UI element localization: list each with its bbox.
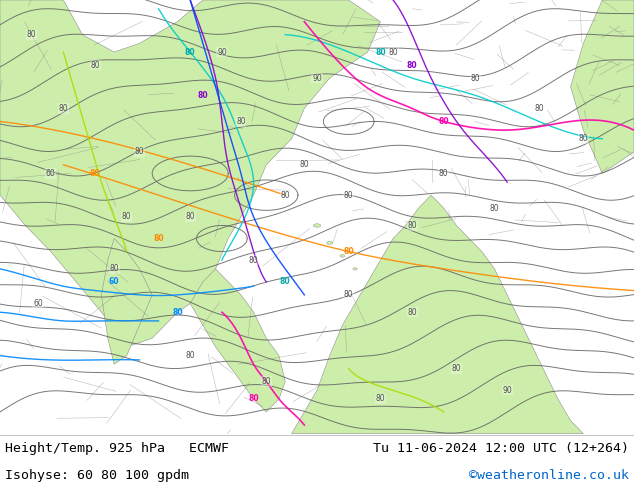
Text: 80: 80: [407, 308, 417, 317]
Text: 80: 80: [249, 394, 259, 403]
Text: 80: 80: [153, 234, 164, 243]
Polygon shape: [292, 195, 583, 434]
Text: 80: 80: [90, 169, 100, 178]
Text: 80: 80: [344, 291, 354, 299]
Text: 80: 80: [375, 394, 385, 403]
Text: 80: 80: [439, 117, 449, 126]
Text: 80: 80: [236, 117, 246, 126]
Text: Isohyse: 60 80 100 gpdm: Isohyse: 60 80 100 gpdm: [5, 469, 189, 483]
Polygon shape: [0, 0, 380, 347]
Text: 80: 80: [280, 191, 290, 199]
Text: Tu 11-06-2024 12:00 UTC (12+264): Tu 11-06-2024 12:00 UTC (12+264): [373, 442, 629, 455]
Text: ©weatheronline.co.uk: ©weatheronline.co.uk: [469, 469, 629, 483]
Text: 80: 80: [578, 134, 588, 143]
Text: 90: 90: [502, 386, 512, 395]
Text: 80: 80: [27, 30, 37, 39]
Text: 80: 80: [249, 256, 259, 265]
Text: 80: 80: [122, 212, 132, 221]
Text: 80: 80: [185, 351, 195, 360]
Text: 80: 80: [172, 308, 183, 317]
Ellipse shape: [327, 242, 333, 245]
Text: 60: 60: [46, 169, 56, 178]
Text: 80: 80: [109, 265, 119, 273]
Text: 90: 90: [217, 48, 227, 56]
Text: 80: 80: [344, 191, 354, 199]
Text: 80: 80: [344, 247, 354, 256]
Text: Height/Temp. 925 hPa   ECMWF: Height/Temp. 925 hPa ECMWF: [5, 442, 229, 455]
Polygon shape: [190, 269, 285, 412]
Text: 80: 80: [407, 221, 417, 230]
Text: 80: 80: [489, 204, 500, 213]
Text: 80: 80: [375, 48, 385, 56]
Polygon shape: [101, 239, 152, 364]
Ellipse shape: [313, 224, 321, 227]
Text: 80: 80: [134, 147, 145, 156]
Ellipse shape: [353, 268, 358, 270]
Polygon shape: [571, 0, 634, 173]
Text: 60: 60: [109, 277, 119, 286]
Text: 80: 80: [185, 48, 195, 56]
Text: 80: 80: [534, 104, 544, 113]
Text: 80: 80: [185, 212, 195, 221]
Text: 80: 80: [470, 74, 481, 82]
Text: 80: 80: [407, 61, 417, 70]
Text: 80: 80: [261, 377, 271, 386]
Text: 80: 80: [58, 104, 68, 113]
Ellipse shape: [340, 254, 345, 257]
Text: 80: 80: [90, 61, 100, 70]
Text: 80: 80: [198, 91, 208, 100]
Text: 80: 80: [280, 277, 290, 286]
Text: 80: 80: [451, 364, 462, 373]
Text: 80: 80: [439, 169, 449, 178]
Text: 60: 60: [33, 299, 43, 308]
Text: 90: 90: [312, 74, 322, 82]
Text: 80: 80: [299, 160, 309, 169]
Text: 80: 80: [388, 48, 398, 56]
